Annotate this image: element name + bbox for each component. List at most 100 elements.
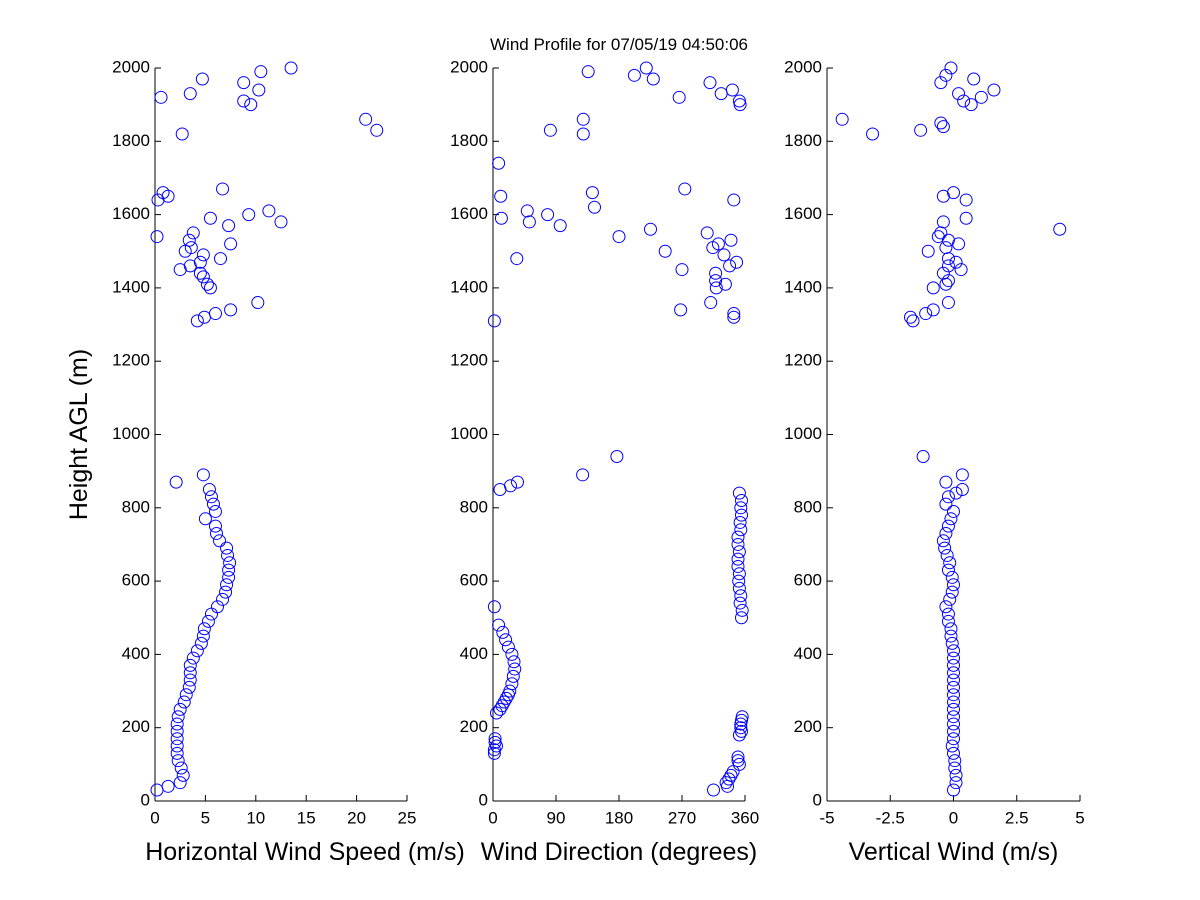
point	[952, 87, 966, 101]
point	[906, 314, 920, 328]
point	[947, 651, 960, 665]
point	[487, 743, 501, 757]
point	[210, 600, 224, 614]
point	[658, 244, 672, 258]
point	[709, 266, 723, 280]
y-tick-label: 0	[813, 790, 822, 809]
point	[194, 636, 208, 650]
y-tick-label: 800	[122, 497, 150, 516]
point	[223, 556, 237, 570]
y-tick-label: 800	[794, 497, 822, 516]
point	[197, 622, 211, 636]
point	[161, 779, 175, 793]
point	[704, 296, 718, 310]
point	[735, 710, 749, 724]
point	[221, 548, 235, 562]
point	[173, 776, 187, 790]
point	[734, 523, 748, 537]
point	[955, 482, 969, 496]
point	[198, 512, 212, 526]
point	[732, 581, 746, 595]
point	[183, 259, 197, 273]
point	[173, 702, 187, 716]
point	[936, 120, 950, 134]
point	[672, 90, 686, 104]
point	[576, 112, 590, 126]
point	[938, 541, 952, 555]
point	[931, 230, 945, 244]
point	[733, 515, 747, 529]
point	[510, 252, 524, 266]
point	[735, 603, 749, 617]
point	[732, 486, 746, 500]
point	[170, 746, 184, 760]
point	[949, 255, 963, 269]
point	[732, 574, 746, 588]
point	[949, 776, 963, 790]
y-tick-label: 1200	[450, 351, 488, 370]
y-tick-label: 1600	[450, 204, 488, 223]
point	[196, 468, 210, 482]
point	[974, 90, 988, 104]
point	[190, 644, 204, 658]
point	[220, 578, 234, 592]
point	[945, 636, 959, 650]
point	[934, 116, 948, 130]
y-tick-label: 1200	[784, 351, 822, 370]
point	[179, 688, 193, 702]
point	[171, 710, 185, 724]
point	[718, 277, 732, 291]
point	[947, 695, 960, 709]
point	[492, 156, 506, 170]
point	[182, 680, 196, 694]
point	[627, 68, 641, 82]
point	[707, 783, 720, 797]
point	[947, 504, 960, 518]
y-tick-label: 800	[460, 497, 488, 516]
point	[945, 585, 959, 599]
point	[195, 72, 209, 86]
point	[723, 259, 737, 273]
point	[203, 281, 217, 295]
point	[543, 123, 557, 137]
point	[173, 263, 187, 277]
point	[204, 490, 218, 504]
point	[216, 592, 230, 606]
point	[505, 677, 519, 691]
x-tick-label: 180	[605, 808, 633, 827]
point	[711, 237, 725, 251]
y-tick-label: 1600	[112, 204, 150, 223]
point	[678, 182, 692, 196]
point	[731, 530, 745, 544]
point	[511, 475, 524, 489]
point	[214, 252, 228, 266]
point	[731, 750, 745, 764]
y-tick-label: 400	[794, 644, 822, 663]
point	[947, 644, 960, 658]
point	[732, 545, 746, 559]
point	[504, 479, 517, 493]
x-tick-label: 5	[1075, 808, 1084, 827]
point	[494, 189, 508, 203]
point	[170, 739, 184, 753]
point	[1053, 222, 1067, 236]
point	[727, 310, 741, 324]
x-tick-label: -2.5	[876, 808, 905, 827]
point	[183, 666, 197, 680]
point	[717, 248, 731, 262]
point	[487, 314, 501, 328]
point	[237, 94, 251, 108]
point	[213, 534, 227, 548]
point	[926, 281, 940, 295]
point	[222, 219, 236, 233]
point	[644, 222, 657, 236]
point	[724, 768, 738, 782]
point	[936, 534, 950, 548]
point	[639, 61, 653, 75]
point	[732, 567, 746, 581]
y-tick-label: 400	[460, 644, 488, 663]
y-tick-label: 1200	[112, 351, 150, 370]
point	[921, 244, 935, 258]
x-axis-label: Wind Direction (degrees)	[481, 838, 758, 866]
point	[370, 123, 384, 137]
